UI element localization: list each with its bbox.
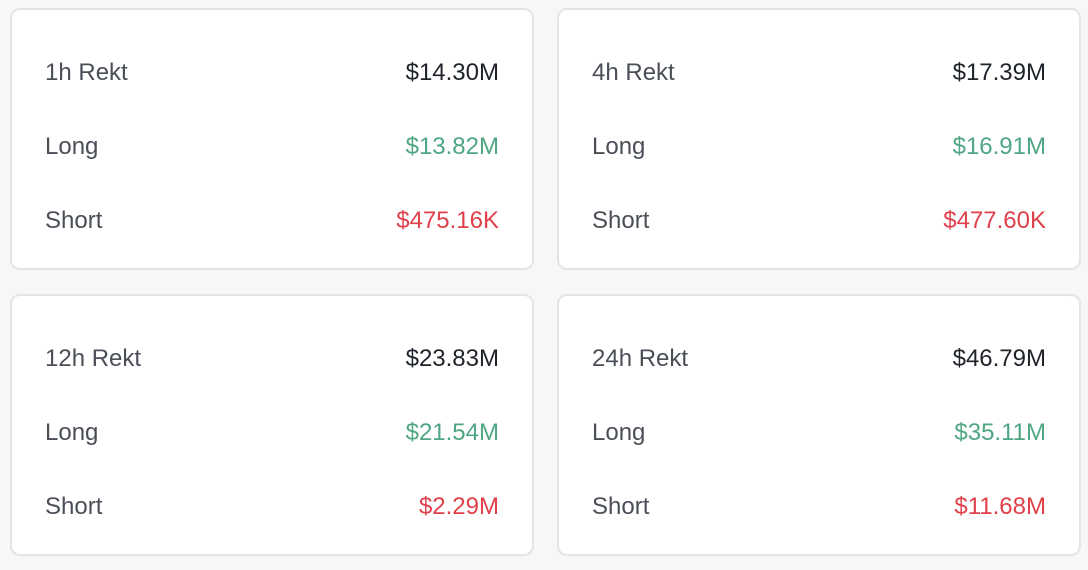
stat-row: Long $21.54M (45, 418, 499, 448)
row-value: $475.16K (396, 207, 499, 234)
stat-card: 24h Rekt $46.79M Long $35.11M Short $11.68M (557, 294, 1081, 556)
row-value: $11.68M (954, 493, 1046, 520)
row-value: $16.91M (952, 133, 1046, 160)
row-value: $14.30M (405, 59, 499, 86)
stat-row: 4h Rekt $17.39M (592, 58, 1046, 88)
row-label: Short (45, 207, 103, 234)
row-label: Long (45, 419, 99, 446)
row-label: 1h Rekt (45, 59, 128, 86)
row-label: Long (592, 133, 646, 160)
row-label: Long (592, 419, 646, 446)
row-value: $23.83M (405, 345, 499, 372)
stat-row: Short $475.16K (45, 206, 499, 236)
stat-card: 1h Rekt $14.30M Long $13.82M Short $475.16K (10, 8, 534, 270)
stat-card: 4h Rekt $17.39M Long $16.91M Short $477.60K (557, 8, 1081, 270)
row-value: $17.39M (952, 59, 1046, 86)
stat-row: 12h Rekt $23.83M (45, 344, 499, 374)
stat-row: Long $13.82M (45, 132, 499, 162)
row-label: Long (45, 133, 99, 160)
stat-row: Short $2.29M (45, 492, 499, 522)
row-value: $35.11M (954, 419, 1046, 446)
stat-row: Long $35.11M (592, 418, 1046, 448)
stat-row: 1h Rekt $14.30M (45, 58, 499, 88)
row-label: Short (592, 493, 650, 520)
row-label: 4h Rekt (592, 59, 675, 86)
stat-row: 24h Rekt $46.79M (592, 344, 1046, 374)
row-label: Short (592, 207, 650, 234)
stat-row: Short $11.68M (592, 492, 1046, 522)
row-value: $2.29M (418, 493, 499, 520)
stat-card: 12h Rekt $23.83M Long $21.54M Short $2.29M (10, 294, 534, 556)
row-label: 12h Rekt (45, 345, 142, 372)
row-value: $21.54M (405, 419, 499, 446)
row-label: Short (45, 493, 103, 520)
row-value: $477.60K (943, 207, 1046, 234)
row-value: $46.79M (952, 345, 1046, 372)
row-label: 24h Rekt (592, 345, 689, 372)
row-value: $13.82M (405, 133, 499, 160)
stat-row: Short $477.60K (592, 206, 1046, 236)
stat-row: Long $16.91M (592, 132, 1046, 162)
